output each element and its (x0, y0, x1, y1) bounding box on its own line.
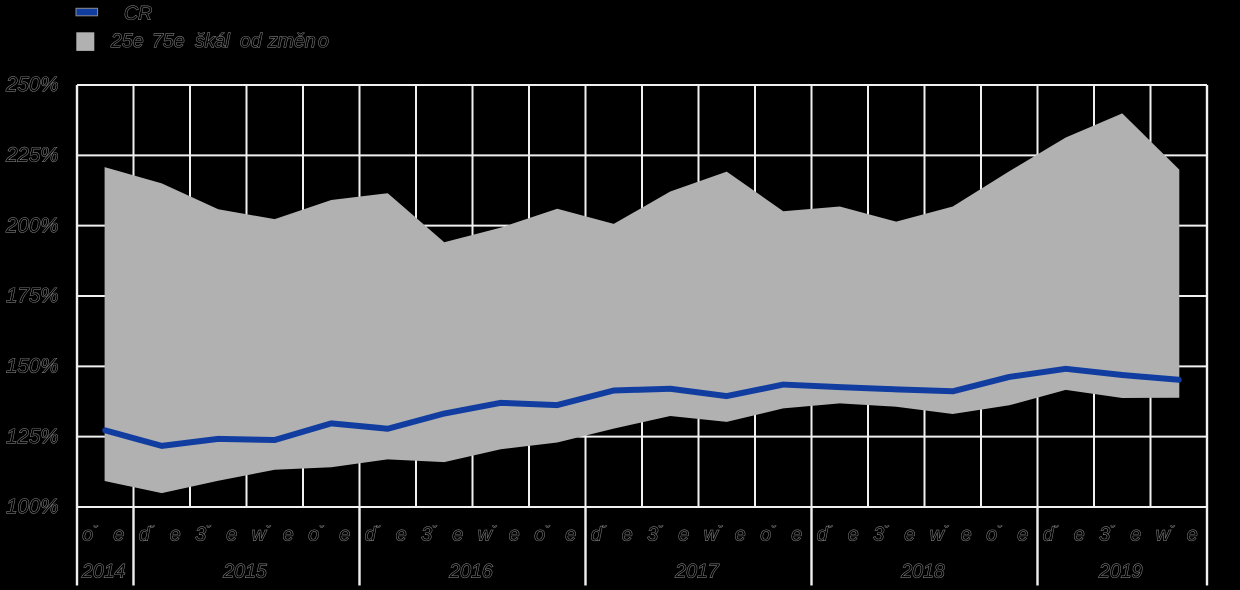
svg-text:100%: 100% (6, 495, 58, 518)
svg-text:2015: 2015 (222, 561, 267, 583)
svg-text:2017: 2017 (674, 561, 720, 583)
svg-text:dˇe: dˇ e (139, 524, 181, 546)
svg-text:150%: 150% (6, 354, 58, 377)
svg-text:200%: 200% (5, 214, 58, 237)
svg-text:2018: 2018 (900, 561, 945, 583)
svg-text:250%: 250% (5, 73, 58, 96)
svg-text:225%: 225% (5, 143, 58, 166)
svg-text:3ˇe: 3ˇ e (1099, 524, 1141, 546)
svg-text:175%: 175% (6, 284, 58, 307)
svg-text:125%: 125% (6, 425, 58, 448)
svg-text:2016: 2016 (448, 561, 493, 583)
svg-text:CR: CR (124, 2, 152, 24)
svg-text:2014: 2014 (81, 561, 126, 583)
svg-text:2019: 2019 (1098, 561, 1143, 583)
